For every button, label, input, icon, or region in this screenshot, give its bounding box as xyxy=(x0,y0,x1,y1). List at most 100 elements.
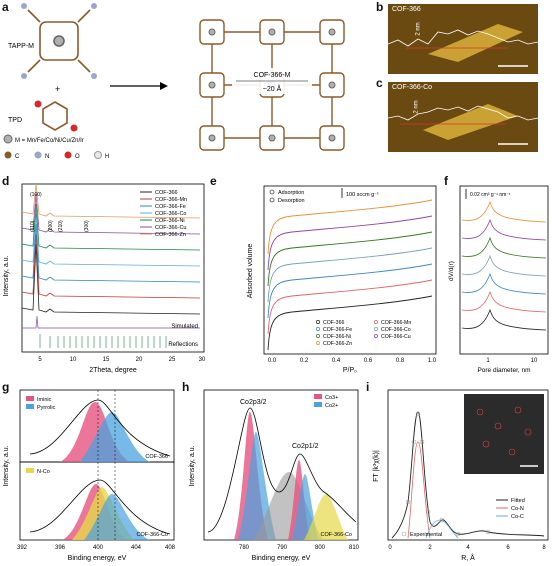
i-experimental: Experimental xyxy=(410,532,442,538)
xrd-series-line xyxy=(21,233,201,299)
psd-series-line xyxy=(461,254,547,277)
iso-scale: 100 sccm g⁻¹ xyxy=(346,192,379,198)
iso-legend-marker xyxy=(316,320,320,324)
nitrogen-atom-icon xyxy=(34,151,42,159)
iso-legend-item: COF-366-Ni xyxy=(323,334,351,340)
afm-height-b: 2 nm xyxy=(415,22,422,36)
psd-xlabel: Pore diameter, nm xyxy=(477,367,530,374)
g-legend-iminic: Iminic xyxy=(37,397,52,403)
framework-name: COF-366-M xyxy=(254,72,291,79)
g-xtick: 396 xyxy=(55,545,66,551)
iso-xtick: 0.4 xyxy=(332,358,341,364)
h-xtick: 780 xyxy=(239,545,250,551)
xrd-xlabel: 2Theta, degree xyxy=(89,367,137,374)
isotherm-line xyxy=(267,199,433,255)
panel-f-psd-chart: dV/d(r) Pore diameter, nm 1 10 0.02 cm³ … xyxy=(448,185,549,374)
panel-a-scheme: TAPP-M + TPD M = Mn/Fe/Co/Ni/Cu/Zn/Ir C … xyxy=(3,3,345,160)
xrd-peak-label: (200) xyxy=(48,220,54,232)
isotherm-line xyxy=(267,295,433,351)
h-xlabel: Binding energy, eV xyxy=(252,555,311,562)
i-xlabel: R, Å xyxy=(461,553,475,562)
panel-label-f: f xyxy=(444,174,448,188)
iso-legend-desorption: Desorption xyxy=(278,198,305,204)
xrd-xtick: 30 xyxy=(199,357,206,363)
i-legend-coc: Co-C xyxy=(511,514,524,520)
nco-swatch-icon xyxy=(26,468,34,473)
i-xtick: 0 xyxy=(388,545,392,551)
h-xtick: 810 xyxy=(349,545,360,551)
xrd-series-line xyxy=(21,213,201,267)
i-legend-con: Co-N xyxy=(511,506,524,512)
adsorption-marker-icon xyxy=(269,189,275,195)
g-xtick: 408 xyxy=(165,545,176,551)
panel-label-g: g xyxy=(2,380,10,394)
isotherm-line xyxy=(267,231,433,287)
h-legend-co3: Co3+ xyxy=(325,395,338,401)
xrd-legend-item: COF-366-Co xyxy=(155,211,186,217)
psd-scale: 0.02 cm³ g⁻¹ nm⁻¹ xyxy=(470,192,511,198)
psd-ylabel: dV/d(r) xyxy=(448,261,455,281)
iso-xtick: 0.2 xyxy=(300,358,309,364)
iso-xtick: 1.0 xyxy=(428,358,437,364)
isotherm-line xyxy=(267,215,433,271)
iso-xtick: 0.8 xyxy=(396,358,405,364)
co2-swatch-icon xyxy=(314,402,322,407)
g-legend-pyrrolic: Pyrrolic xyxy=(37,405,56,411)
i-xtick: 4 xyxy=(466,545,470,551)
experimental-marker-icon xyxy=(401,531,407,537)
iso-legend-marker xyxy=(374,320,378,324)
tapp-m-molecule xyxy=(21,3,97,79)
xrd-legend-item: COF-366-Mn xyxy=(155,197,187,203)
psd-series-line xyxy=(461,236,547,259)
afm-title-c: COF-366-Co xyxy=(392,84,433,91)
panel-label-d: d xyxy=(2,174,10,188)
metal-note: M = Mn/Fe/Co/Ni/Cu/Zn/Ir xyxy=(15,138,84,144)
h-xtick: 800 xyxy=(315,545,326,551)
isotherm-line xyxy=(267,279,433,335)
co2p-envelope xyxy=(207,407,357,533)
oxygen-atom-icon xyxy=(64,151,72,159)
plus-sign: + xyxy=(55,84,60,94)
g-sample-bottom: COF-366-Co xyxy=(137,532,168,538)
h-legend-co2: Co2+ xyxy=(325,403,338,409)
xrd-series-line xyxy=(21,183,201,219)
xrd-legend-item: COF-366-Cu xyxy=(155,225,186,231)
xrd-peak-label: (110) xyxy=(30,220,36,232)
psd-series-line xyxy=(461,218,547,241)
iso-legend-item: COF-366-Fe xyxy=(323,327,352,333)
h-peak2-label: Co2p1/2 xyxy=(292,443,319,450)
xrd-legend-item: COF-366-Fe xyxy=(155,204,186,210)
tpd-label: TPD xyxy=(8,117,22,124)
satellite-peak-b xyxy=(304,494,348,540)
iso-legend-marker xyxy=(374,327,378,331)
xrd-peak-label: (300) xyxy=(84,220,90,232)
h-xtick: 790 xyxy=(277,545,288,551)
panel-label-e: e xyxy=(210,174,217,188)
i-legend-fitted: Fitted xyxy=(511,498,525,504)
iso-xtick: 0.0 xyxy=(268,358,277,364)
i-xtick: 8 xyxy=(542,545,546,551)
iminic-swatch-icon xyxy=(26,396,34,401)
psd-series-line xyxy=(461,200,547,223)
xrd-legend-item: COF-366-Ni xyxy=(155,218,185,224)
g-legend-nco: N-Co xyxy=(37,469,50,475)
pyrrolic-peak-bottom xyxy=(84,494,150,540)
iso-xtick: 0.6 xyxy=(364,358,373,364)
pyrrolic-swatch-icon xyxy=(26,404,34,409)
co3-swatch-icon xyxy=(314,394,322,399)
xrd-simulated-label: Simulated xyxy=(171,324,198,330)
panel-label-a: a xyxy=(2,0,9,14)
xrd-xtick: 25 xyxy=(169,357,176,363)
g-xlabel: Binding energy, eV xyxy=(68,555,127,562)
xrd-series-line xyxy=(21,203,201,251)
xrd-peak-label: (210) xyxy=(58,220,64,232)
iso-legend-marker xyxy=(316,327,320,331)
carbon-atom-icon xyxy=(4,151,12,159)
atom-o-label: O xyxy=(75,154,80,160)
iso-ylabel: Absorbed volume xyxy=(247,244,254,299)
exafs-con-curve xyxy=(407,441,431,539)
tpd-molecule xyxy=(34,100,78,132)
tapp-m-label: TAPP-M xyxy=(8,43,34,50)
iso-legend-adsorption: Adsorption xyxy=(278,190,304,196)
i-ylabel: FT |k³χ(k)| xyxy=(373,450,380,482)
